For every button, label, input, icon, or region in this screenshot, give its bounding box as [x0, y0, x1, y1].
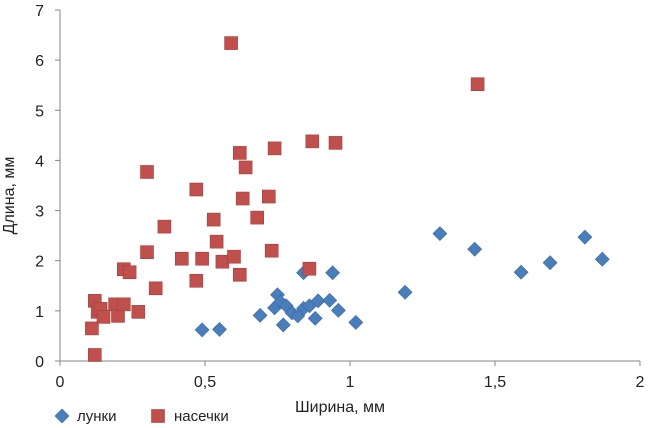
- data-point-square: [85, 321, 99, 336]
- legend: лунки насечки: [54, 408, 229, 425]
- series-2: [85, 36, 485, 362]
- data-point-square: [111, 309, 125, 323]
- data-point-square: [250, 210, 264, 225]
- data-point-diamond: [432, 226, 448, 242]
- data-points: [85, 36, 610, 362]
- data-point-square: [131, 305, 146, 319]
- data-point-square: [140, 245, 154, 259]
- data-point-diamond: [322, 292, 338, 308]
- data-point-diamond: [348, 314, 364, 330]
- data-point-diamond: [542, 255, 558, 271]
- legend-label: лунки: [77, 408, 116, 425]
- data-point-diamond: [194, 322, 210, 338]
- legend-label: насечки: [174, 408, 229, 425]
- data-point-diamond: [397, 284, 413, 300]
- data-point-diamond: [325, 265, 341, 281]
- data-point-square: [305, 134, 320, 149]
- series-1: [194, 226, 610, 338]
- y-axis-label: Длина, мм: [1, 157, 18, 235]
- x-tick-labels: 0 0,5 1 1,5 2: [56, 361, 645, 391]
- data-point-square: [328, 136, 343, 150]
- y-tick-label: 4: [35, 153, 44, 170]
- x-axis-label: Ширина, мм: [295, 399, 385, 416]
- data-point-square: [233, 146, 247, 160]
- y-tick-label: 0: [35, 354, 44, 371]
- data-point-square: [195, 251, 209, 266]
- x-tick-label: 0,5: [194, 374, 216, 391]
- data-point-square: [122, 265, 137, 280]
- data-point-square: [206, 212, 221, 227]
- data-point-square: [238, 160, 253, 175]
- y-tick-label: 2: [35, 254, 44, 271]
- y-tick-label: 7: [35, 3, 44, 20]
- data-point-square: [224, 36, 238, 50]
- y-tick-labels: 0 1 2 3 4 5 6 7: [35, 3, 60, 371]
- x-tick-label: 1: [346, 374, 355, 391]
- data-point-diamond: [467, 241, 483, 257]
- legend-marker-square: [151, 409, 165, 423]
- data-point-square: [209, 234, 224, 249]
- x-tick-label: 2: [636, 374, 645, 391]
- data-point-diamond: [577, 229, 593, 245]
- data-point-square: [157, 219, 172, 234]
- y-tick-label: 5: [35, 103, 44, 120]
- data-point-diamond: [275, 317, 291, 333]
- data-point-square: [235, 191, 250, 206]
- data-point-square: [227, 249, 241, 264]
- data-point-square: [261, 189, 276, 204]
- legend-marker-diamond: [54, 408, 70, 424]
- chart-axes: [59, 10, 640, 362]
- data-point-square: [148, 281, 163, 296]
- data-point-diamond: [330, 302, 346, 318]
- y-tick-label: 1: [35, 304, 44, 321]
- data-point-square: [189, 273, 204, 288]
- y-tick-label: 3: [35, 204, 44, 221]
- data-point-square: [189, 182, 204, 197]
- data-point-diamond: [513, 264, 529, 280]
- y-tick-label: 6: [35, 53, 44, 70]
- data-point-diamond: [594, 251, 610, 267]
- data-point-square: [267, 141, 282, 156]
- x-tick-label: 1,5: [484, 374, 506, 391]
- data-point-diamond: [310, 293, 326, 309]
- data-point-square: [264, 243, 279, 258]
- data-point-square: [88, 348, 102, 362]
- data-point-diamond: [307, 310, 323, 326]
- legend-item: насечки: [151, 408, 229, 425]
- data-point-square: [233, 267, 247, 282]
- data-point-square: [215, 254, 230, 269]
- legend-item: лунки: [54, 408, 116, 425]
- data-point-square: [470, 77, 485, 92]
- data-point-diamond: [252, 307, 268, 323]
- data-point-square: [140, 165, 154, 179]
- data-point-square: [175, 251, 189, 266]
- x-tick-label: 0: [56, 374, 65, 391]
- data-point-diamond: [212, 321, 227, 337]
- data-point-square: [96, 310, 111, 324]
- data-point-square: [117, 297, 131, 312]
- data-point-square: [302, 261, 317, 276]
